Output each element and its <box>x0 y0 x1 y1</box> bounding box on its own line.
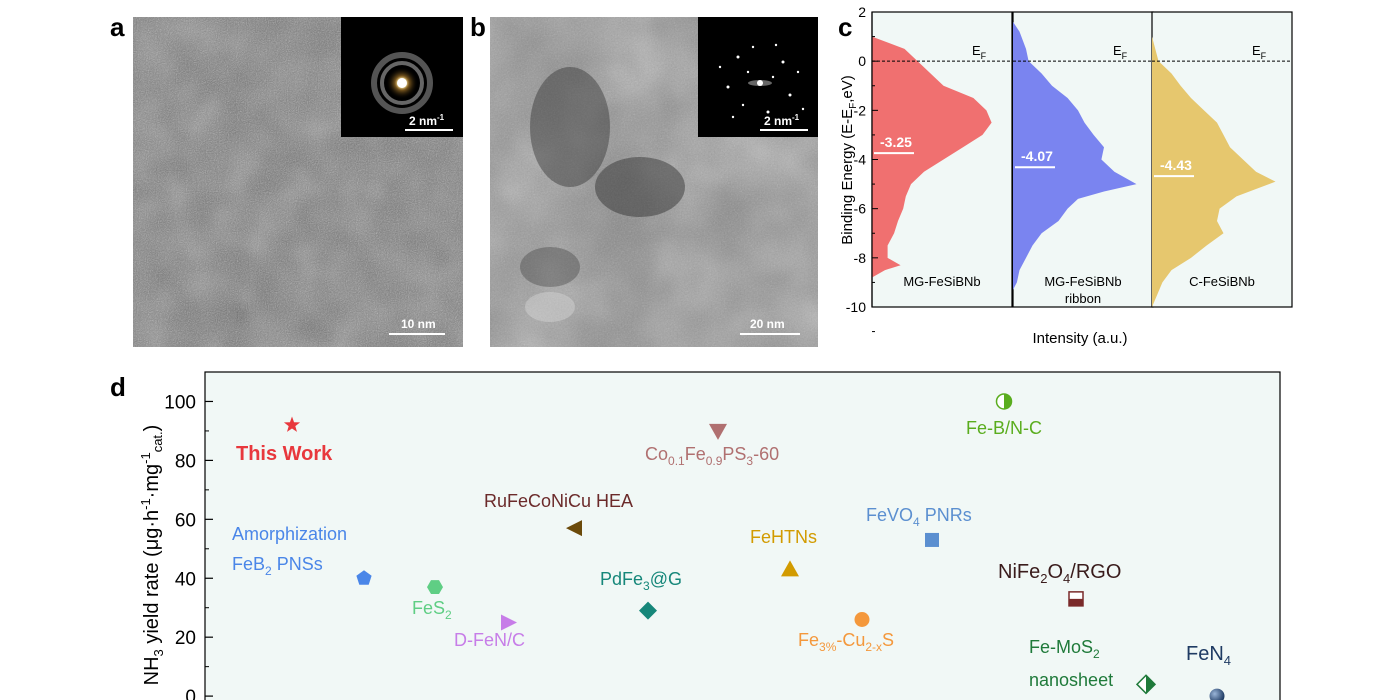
saed-inset-b: 2 nm-1 <box>698 17 818 137</box>
inset-scale-label-b: 2 nm-1 <box>764 113 800 128</box>
d-markers <box>283 393 1225 700</box>
fermi-label: EF <box>1113 43 1128 61</box>
label-this-work: This Work <box>236 443 333 465</box>
scale-label-a: 10 nm <box>401 317 436 331</box>
label-pdfe3: PdFe3@G <box>600 569 682 593</box>
label-febnc: Fe-B/N-C <box>966 418 1042 438</box>
marker-half-circle <box>1004 393 1012 409</box>
marker-triangle-up <box>781 560 799 577</box>
marker-half-diamond <box>1146 675 1155 694</box>
label-femos2-2: nanosheet <box>1029 670 1113 690</box>
diffraction-rings <box>371 52 433 114</box>
marker-half-square <box>1069 598 1083 606</box>
marker-star <box>283 416 301 432</box>
d-yaxis: 0 20 40 60 80 100 <box>164 371 213 700</box>
dos-area <box>1152 36 1276 307</box>
tem-image-a: 2 nm-1 10 nm <box>133 17 463 347</box>
label-femos2-1: Fe-MoS2 <box>1029 637 1100 661</box>
marker-circle <box>854 612 870 627</box>
fermi-label: EF <box>1252 43 1267 61</box>
series-name: C-FeSiBNb <box>1189 274 1255 289</box>
label-amorph-1: Amorphization <box>232 524 347 544</box>
d-ytick-label: 100 <box>164 392 196 413</box>
inset-scale-bar-b <box>760 129 808 131</box>
d-ytick-label: 60 <box>175 510 196 531</box>
marker-diamond <box>639 601 657 620</box>
d-ytick-label: 20 <box>175 628 196 649</box>
panel-label-c: c <box>838 12 853 42</box>
label-fehtns: FeHTNs <box>750 527 817 547</box>
series-name-line2: ribbon <box>1065 291 1101 306</box>
panel-label-d: d <box>110 372 126 402</box>
panel-label-a: a <box>110 12 125 42</box>
c-ytick-label: -10 <box>846 299 866 315</box>
d-band-center-label: -4.07 <box>1021 148 1053 164</box>
nh3-yield-chart: 0 20 40 60 80 100 NH3 yield rate (μg·h-1·mg-1… <box>138 371 1281 700</box>
d-ylabel: NH3 yield rate (μg·h-1·mg-1cat.) <box>138 425 166 686</box>
marker-pentagon <box>356 570 372 585</box>
label-cofe: Co0.1Fe0.9PS3-60 <box>645 444 779 468</box>
label-fecu: Fe3%-Cu2-xS <box>798 630 894 654</box>
inset-scale-label-a: 2 nm-1 <box>409 113 445 128</box>
scale-bar-a <box>389 333 445 335</box>
dos-area <box>872 36 992 278</box>
dos-chart: EF -3.25 MG-FeSiBNb EF -4.07 MG-FeSiBNb ribbon… <box>839 4 1293 347</box>
d-band-center-label: -3.25 <box>880 134 912 150</box>
d-plot-area <box>204 371 1281 700</box>
c-ytick-label: -6 <box>854 201 867 217</box>
series-name: MG-FeSiBNb <box>1044 274 1121 289</box>
d-ytick-label: 40 <box>175 569 196 590</box>
panel-label-b: b <box>470 12 486 42</box>
c-yaxis: 2 0 -2 -4 -6 -8 -10 <box>846 4 878 333</box>
c-xlabel: Intensity (a.u.) <box>1032 330 1127 347</box>
d-ytick-label: 80 <box>175 451 196 472</box>
d-band-center-label: -4.43 <box>1160 157 1192 173</box>
c-ytick-label: 2 <box>858 4 866 20</box>
scale-label-b: 20 nm <box>750 317 785 331</box>
saed-inset-a: 2 nm-1 <box>341 17 463 137</box>
marker-hexagon <box>427 580 443 595</box>
marker-triangle-left <box>566 520 582 537</box>
marker-triangle-down <box>709 423 727 440</box>
label-nife2o4: NiFe2O4/RGO <box>998 561 1121 586</box>
dos-area <box>1013 21 1137 290</box>
tem-image-b: 2 nm-1 20 nm <box>490 17 818 347</box>
label-rufe: RuFeCoNiCu HEA <box>484 491 633 511</box>
c-ytick-label: -2 <box>854 102 867 118</box>
label-dfenc: D-FeN/C <box>454 630 525 650</box>
d-ytick-label: 0 <box>185 687 196 700</box>
label-fen4: FeN4 <box>1186 643 1231 668</box>
inset-scale-bar-a <box>405 129 453 131</box>
series-name: MG-FeSiBNb <box>903 274 980 289</box>
c-ylabel: Binding Energy (E-EF,eV) <box>839 75 859 245</box>
c-frames: EF -3.25 MG-FeSiBNb EF -4.07 MG-FeSiBNb ribbon… <box>871 11 1293 308</box>
marker-triangle-right <box>501 614 517 631</box>
fermi-label: EF <box>972 43 987 61</box>
label-fevo4: FeVO4 PNRs <box>866 505 972 529</box>
c-ytick-label: -4 <box>854 152 867 168</box>
c-ytick-label: -8 <box>854 250 867 266</box>
scale-bar-b <box>740 333 800 335</box>
diffraction-spots <box>718 43 805 119</box>
marker-sphere <box>1209 688 1225 700</box>
marker-square <box>925 532 939 547</box>
label-amorph-2: FeB2 PNSs <box>232 554 323 578</box>
c-ytick-label: 0 <box>858 53 866 69</box>
label-fes2: FeS2 <box>412 598 452 622</box>
